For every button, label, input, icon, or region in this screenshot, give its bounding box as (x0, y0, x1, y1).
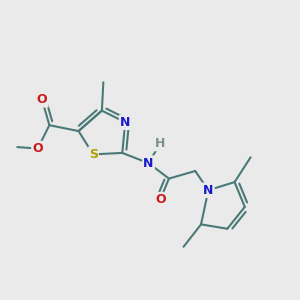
Text: S: S (88, 148, 98, 161)
Text: O: O (32, 142, 43, 155)
Text: H: H (155, 137, 165, 150)
Text: N: N (143, 157, 154, 169)
Text: O: O (37, 93, 47, 106)
Text: N: N (203, 184, 214, 197)
Text: O: O (155, 193, 166, 206)
Text: N: N (120, 116, 130, 129)
